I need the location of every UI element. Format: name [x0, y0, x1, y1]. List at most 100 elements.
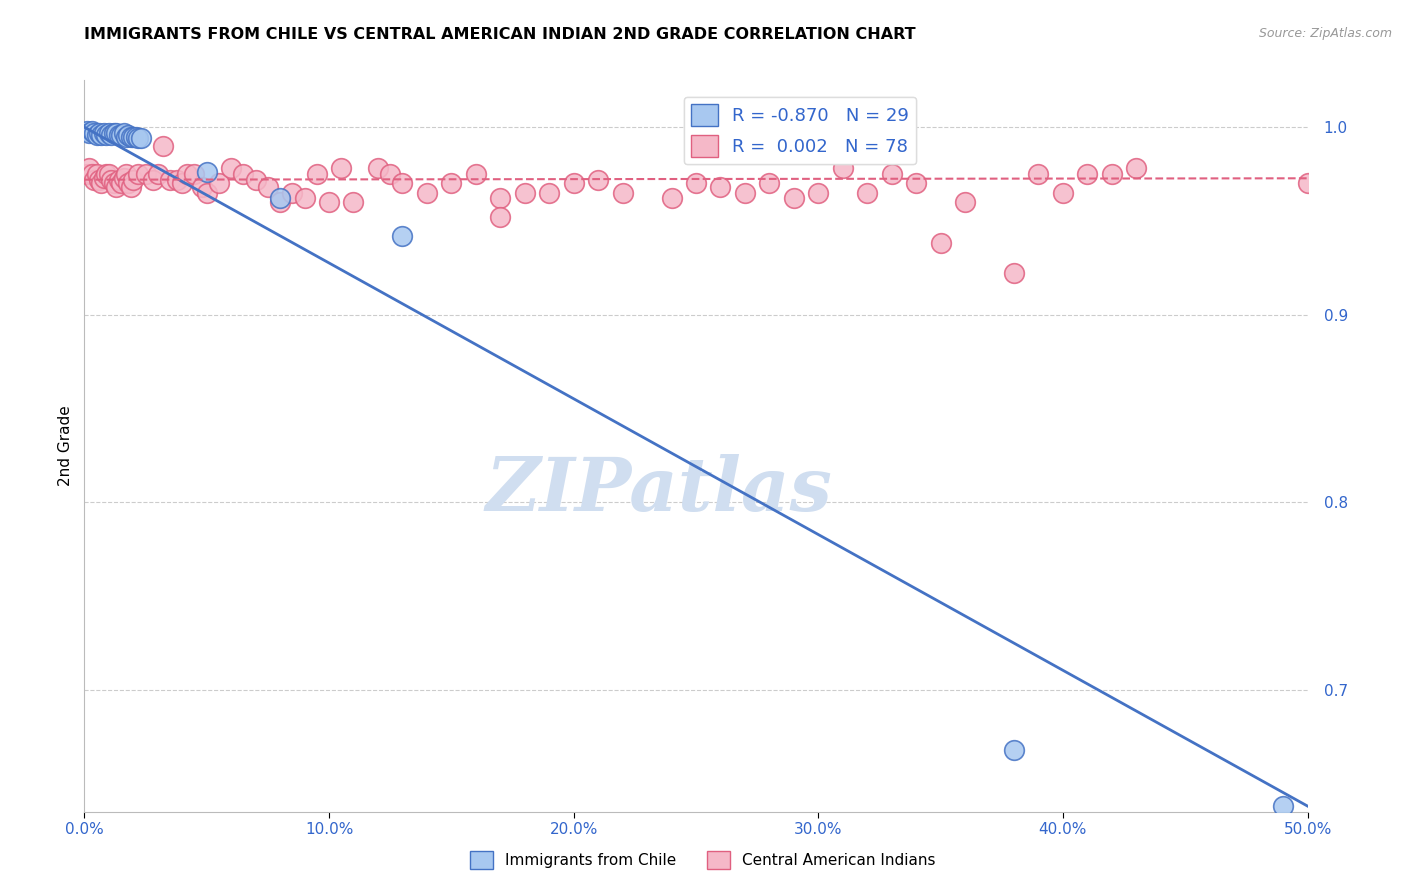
Point — [257, 180, 280, 194]
Point — [1052, 186, 1074, 200]
Point — [831, 161, 853, 176]
Point — [83, 172, 105, 186]
Point — [269, 191, 291, 205]
Point — [129, 131, 152, 145]
Point — [783, 191, 806, 205]
Point — [1002, 743, 1025, 757]
Point — [107, 172, 129, 186]
Point — [709, 180, 731, 194]
Point — [281, 186, 304, 200]
Point — [107, 128, 129, 142]
Point — [758, 177, 780, 191]
Point — [105, 180, 128, 194]
Point — [97, 167, 120, 181]
Point — [122, 129, 145, 144]
Point — [661, 191, 683, 205]
Point — [440, 177, 463, 191]
Point — [191, 180, 214, 194]
Point — [489, 191, 512, 205]
Point — [856, 186, 879, 200]
Text: IMMIGRANTS FROM CHILE VS CENTRAL AMERICAN INDIAN 2ND GRADE CORRELATION CHART: IMMIGRANTS FROM CHILE VS CENTRAL AMERICA… — [84, 27, 915, 42]
Point — [195, 186, 218, 200]
Point — [120, 129, 142, 144]
Point — [166, 172, 188, 186]
Point — [76, 167, 98, 181]
Point — [734, 186, 756, 200]
Point — [115, 167, 138, 181]
Point — [562, 177, 585, 191]
Point — [1002, 267, 1025, 281]
Point — [112, 170, 135, 185]
Point — [76, 124, 98, 138]
Point — [90, 128, 112, 142]
Point — [342, 195, 364, 210]
Point — [86, 128, 108, 142]
Point — [183, 167, 205, 181]
Point — [612, 186, 634, 200]
Point — [100, 172, 122, 186]
Point — [87, 126, 110, 140]
Point — [489, 210, 512, 224]
Point — [100, 128, 122, 142]
Point — [117, 177, 139, 191]
Point — [80, 167, 103, 181]
Point — [77, 126, 100, 140]
Point — [391, 177, 413, 191]
Point — [513, 186, 536, 200]
Point — [294, 191, 316, 205]
Point — [80, 124, 103, 138]
Point — [127, 167, 149, 181]
Point — [1125, 161, 1147, 176]
Point — [122, 172, 145, 186]
Point — [96, 167, 118, 181]
Point — [103, 177, 125, 191]
Point — [83, 126, 105, 140]
Point — [1296, 177, 1319, 191]
Point — [110, 128, 132, 142]
Point — [176, 167, 198, 181]
Point — [232, 167, 254, 181]
Text: ZIPatlas: ZIPatlas — [486, 454, 832, 526]
Point — [1272, 799, 1295, 814]
Point — [1101, 167, 1123, 181]
Point — [146, 167, 169, 181]
Point — [93, 126, 115, 140]
Point — [93, 170, 115, 185]
Point — [86, 167, 108, 181]
Point — [318, 195, 340, 210]
Point — [152, 139, 174, 153]
Point — [115, 129, 138, 144]
Point — [87, 172, 110, 186]
Point — [208, 177, 231, 191]
Point — [103, 126, 125, 140]
Point — [807, 186, 830, 200]
Y-axis label: 2nd Grade: 2nd Grade — [58, 406, 73, 486]
Point — [367, 161, 389, 176]
Point — [90, 177, 112, 191]
Point — [905, 177, 928, 191]
Point — [586, 172, 609, 186]
Point — [142, 172, 165, 186]
Point — [219, 161, 242, 176]
Point — [135, 167, 157, 181]
Point — [380, 167, 402, 181]
Point — [112, 126, 135, 140]
Legend: Immigrants from Chile, Central American Indians: Immigrants from Chile, Central American … — [464, 845, 942, 875]
Point — [195, 165, 218, 179]
Point — [117, 128, 139, 142]
Point — [1076, 167, 1098, 181]
Point — [105, 126, 128, 140]
Point — [880, 167, 903, 181]
Point — [127, 131, 149, 145]
Legend: R = -0.870   N = 29, R =  0.002   N = 78: R = -0.870 N = 29, R = 0.002 N = 78 — [683, 96, 917, 164]
Point — [330, 161, 353, 176]
Point — [110, 177, 132, 191]
Point — [416, 186, 439, 200]
Point — [120, 180, 142, 194]
Point — [172, 177, 194, 191]
Text: Source: ZipAtlas.com: Source: ZipAtlas.com — [1258, 27, 1392, 40]
Point — [953, 195, 976, 210]
Point — [77, 161, 100, 176]
Point — [1028, 167, 1050, 181]
Point — [125, 129, 148, 144]
